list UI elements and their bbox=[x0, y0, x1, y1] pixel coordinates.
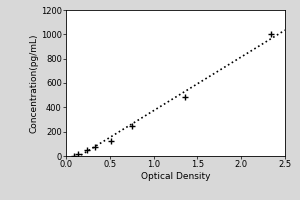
X-axis label: Optical Density: Optical Density bbox=[141, 172, 210, 181]
Y-axis label: Concentration(pg/mL): Concentration(pg/mL) bbox=[29, 33, 38, 133]
